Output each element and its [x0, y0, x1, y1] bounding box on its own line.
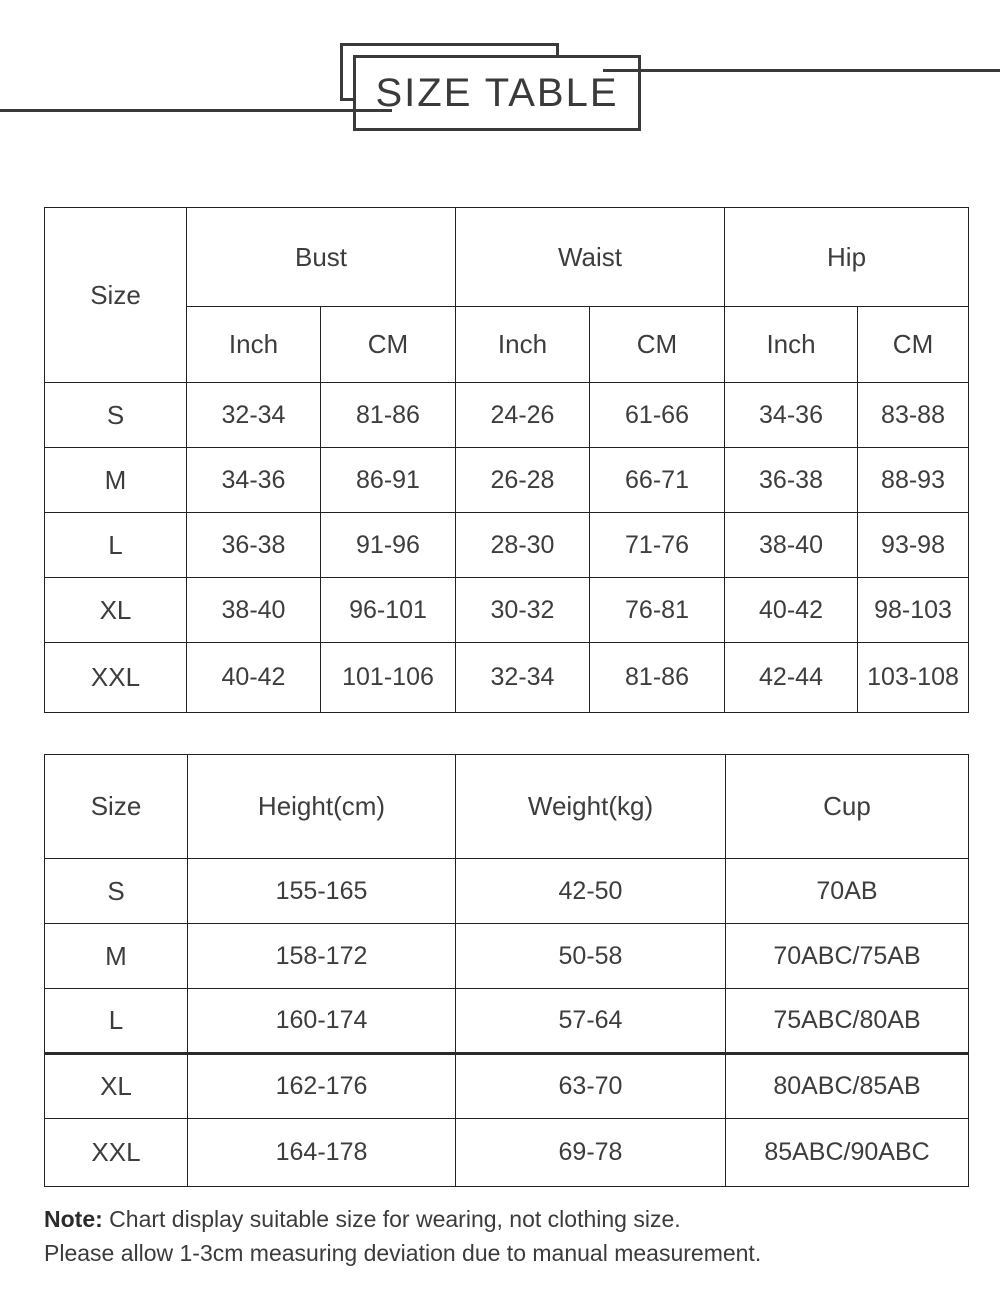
title-right-line: [603, 69, 1000, 72]
value-cell: 160-174: [187, 988, 456, 1054]
height-header-cell: Height(cm): [187, 754, 456, 859]
value-cell: 158-172: [187, 923, 456, 989]
value-cell: 42-50: [455, 858, 726, 924]
size-cell: XL: [44, 577, 187, 643]
value-cell: 32-34: [455, 642, 590, 713]
value-cell: 98-103: [857, 577, 970, 643]
value-cell: 96-101: [320, 577, 456, 643]
value-cell: 80ABC/85AB: [725, 1052, 969, 1119]
value-cell: 75ABC/80AB: [725, 988, 969, 1054]
unit-header-cell: CM: [857, 306, 970, 383]
table-row: XL 162-176 63-70 80ABC/85AB: [44, 1052, 969, 1119]
value-cell: 164-178: [187, 1118, 456, 1187]
table-row: M 34-36 86-91 26-28 66-71 36-38 88-93: [44, 447, 970, 513]
value-cell: 91-96: [320, 512, 456, 578]
value-cell: 86-91: [320, 447, 456, 513]
value-cell: 34-36: [186, 447, 321, 513]
value-cell: 36-38: [186, 512, 321, 578]
note-line-1: Note: Chart display suitable size for we…: [44, 1202, 974, 1236]
title-left-line: [0, 109, 392, 112]
value-cell: 88-93: [857, 447, 970, 513]
value-cell: 93-98: [857, 512, 970, 578]
value-cell: 50-58: [455, 923, 726, 989]
value-cell: 81-86: [320, 382, 456, 448]
note-block: Note: Chart display suitable size for we…: [44, 1202, 974, 1270]
hip-header-cell: Hip: [724, 207, 970, 307]
table-row: S 32-34 81-86 24-26 61-66 34-36 83-88: [44, 382, 970, 448]
value-cell: 70AB: [725, 858, 969, 924]
table-row: XXL 40-42 101-106 32-34 81-86 42-44 103-…: [44, 642, 970, 713]
size-cell: XL: [44, 1052, 188, 1119]
value-cell: 83-88: [857, 382, 970, 448]
size-header-cell: Size: [44, 754, 188, 859]
value-cell: 36-38: [724, 447, 859, 513]
unit-header-cell: Inch: [186, 306, 321, 383]
table-row: L 160-174 57-64 75ABC/80AB: [44, 988, 969, 1054]
note-line-2: Please allow 1-3cm measuring deviation d…: [44, 1240, 762, 1266]
title-box: SIZE TABLE: [353, 55, 641, 131]
unit-header-cell: Inch: [455, 306, 590, 383]
table-row: Size Bust Waist Hip: [44, 207, 970, 383]
value-cell: 66-71: [588, 447, 726, 513]
note-text: Chart display suitable size for wearing,…: [102, 1206, 681, 1232]
value-cell: 63-70: [455, 1052, 726, 1119]
table-row: Size Height(cm) Weight(kg) Cup: [44, 754, 969, 859]
value-cell: 42-44: [724, 642, 859, 713]
size-cell: L: [44, 512, 187, 578]
unit-header-cell: Inch: [724, 306, 859, 383]
value-cell: 85ABC/90ABC: [725, 1118, 969, 1187]
table-row: Inch CM Inch CM Inch CM: [45, 306, 970, 383]
value-cell: 40-42: [724, 577, 859, 643]
page-title: SIZE TABLE: [375, 70, 619, 115]
bust-header-cell: Bust: [186, 207, 456, 307]
value-cell: 61-66: [588, 382, 726, 448]
cup-header-cell: Cup: [725, 754, 969, 859]
note-label: Note:: [44, 1206, 103, 1232]
size-cell: M: [44, 447, 187, 513]
value-cell: 26-28: [455, 447, 590, 513]
measurements-table: Size Bust Waist Hip Inch CM Inch CM Inch…: [44, 207, 970, 713]
fit-table: Size Height(cm) Weight(kg) Cup S 155-165…: [44, 754, 969, 1187]
value-cell: 101-106: [320, 642, 456, 713]
value-cell: 30-32: [455, 577, 590, 643]
value-cell: 38-40: [724, 512, 859, 578]
value-cell: 81-86: [588, 642, 726, 713]
table-row: L 36-38 91-96 28-30 71-76 38-40 93-98: [44, 512, 970, 578]
value-cell: 24-26: [455, 382, 590, 448]
value-cell: 34-36: [724, 382, 859, 448]
value-cell: 69-78: [455, 1118, 726, 1187]
size-cell: S: [44, 382, 187, 448]
value-cell: 28-30: [455, 512, 590, 578]
table-row: M 158-172 50-58 70ABC/75AB: [44, 923, 969, 989]
size-header-cell: Size: [44, 207, 187, 383]
table-row: S 155-165 42-50 70AB: [44, 858, 969, 924]
value-cell: 71-76: [588, 512, 726, 578]
value-cell: 162-176: [187, 1052, 456, 1119]
size-cell: L: [44, 988, 188, 1054]
value-cell: 76-81: [588, 577, 726, 643]
value-cell: 57-64: [455, 988, 726, 1054]
value-cell: 70ABC/75AB: [725, 923, 969, 989]
table-row: XL 38-40 96-101 30-32 76-81 40-42 98-103: [44, 577, 970, 643]
unit-header-cell: CM: [588, 306, 726, 383]
size-cell: S: [44, 858, 188, 924]
value-cell: 40-42: [186, 642, 321, 713]
table-row: XXL 164-178 69-78 85ABC/90ABC: [44, 1118, 969, 1187]
value-cell: 38-40: [186, 577, 321, 643]
unit-header-cell: CM: [320, 306, 456, 383]
size-cell: XXL: [44, 1118, 188, 1187]
size-cell: XXL: [44, 642, 187, 713]
value-cell: 103-108: [857, 642, 970, 713]
size-cell: M: [44, 923, 188, 989]
value-cell: 32-34: [186, 382, 321, 448]
weight-header-cell: Weight(kg): [455, 754, 726, 859]
waist-header-cell: Waist: [454, 207, 726, 307]
value-cell: 155-165: [187, 858, 456, 924]
